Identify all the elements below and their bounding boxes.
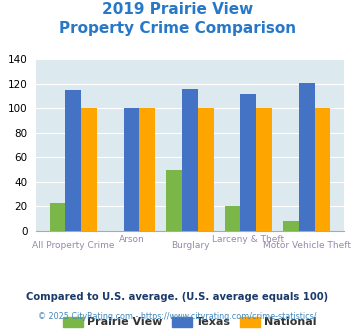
Bar — [182, 89, 198, 231]
Text: Motor Vehicle Theft: Motor Vehicle Theft — [263, 241, 351, 250]
Bar — [198, 109, 214, 231]
Legend: Prairie View, Texas, National: Prairie View, Texas, National — [59, 312, 321, 330]
Text: © 2025 CityRating.com - https://www.cityrating.com/crime-statistics/: © 2025 CityRating.com - https://www.city… — [38, 312, 317, 321]
Text: All Property Crime: All Property Crime — [32, 241, 114, 250]
Bar — [283, 221, 299, 231]
Bar — [299, 83, 315, 231]
Bar — [166, 170, 182, 231]
Text: Property Crime Comparison: Property Crime Comparison — [59, 21, 296, 36]
Bar — [240, 94, 256, 231]
Bar — [124, 109, 140, 231]
Text: Larceny & Theft: Larceny & Theft — [212, 235, 284, 244]
Text: 2019 Prairie View: 2019 Prairie View — [102, 2, 253, 16]
Bar — [65, 90, 81, 231]
Bar — [256, 109, 272, 231]
Text: Burglary: Burglary — [171, 241, 209, 250]
Bar — [225, 207, 240, 231]
Bar — [140, 109, 155, 231]
Text: Compared to U.S. average. (U.S. average equals 100): Compared to U.S. average. (U.S. average … — [26, 292, 329, 302]
Bar — [50, 203, 65, 231]
Bar — [81, 109, 97, 231]
Bar — [315, 109, 330, 231]
Text: Arson: Arson — [119, 235, 144, 244]
